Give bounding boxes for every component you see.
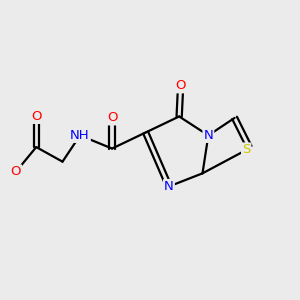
Text: O: O [107, 111, 117, 124]
Text: N: N [164, 180, 174, 193]
Text: NH: NH [70, 129, 90, 142]
Text: O: O [11, 165, 21, 178]
Text: S: S [242, 143, 250, 157]
Text: N: N [203, 129, 213, 142]
Text: O: O [176, 79, 186, 92]
Text: O: O [31, 110, 41, 123]
